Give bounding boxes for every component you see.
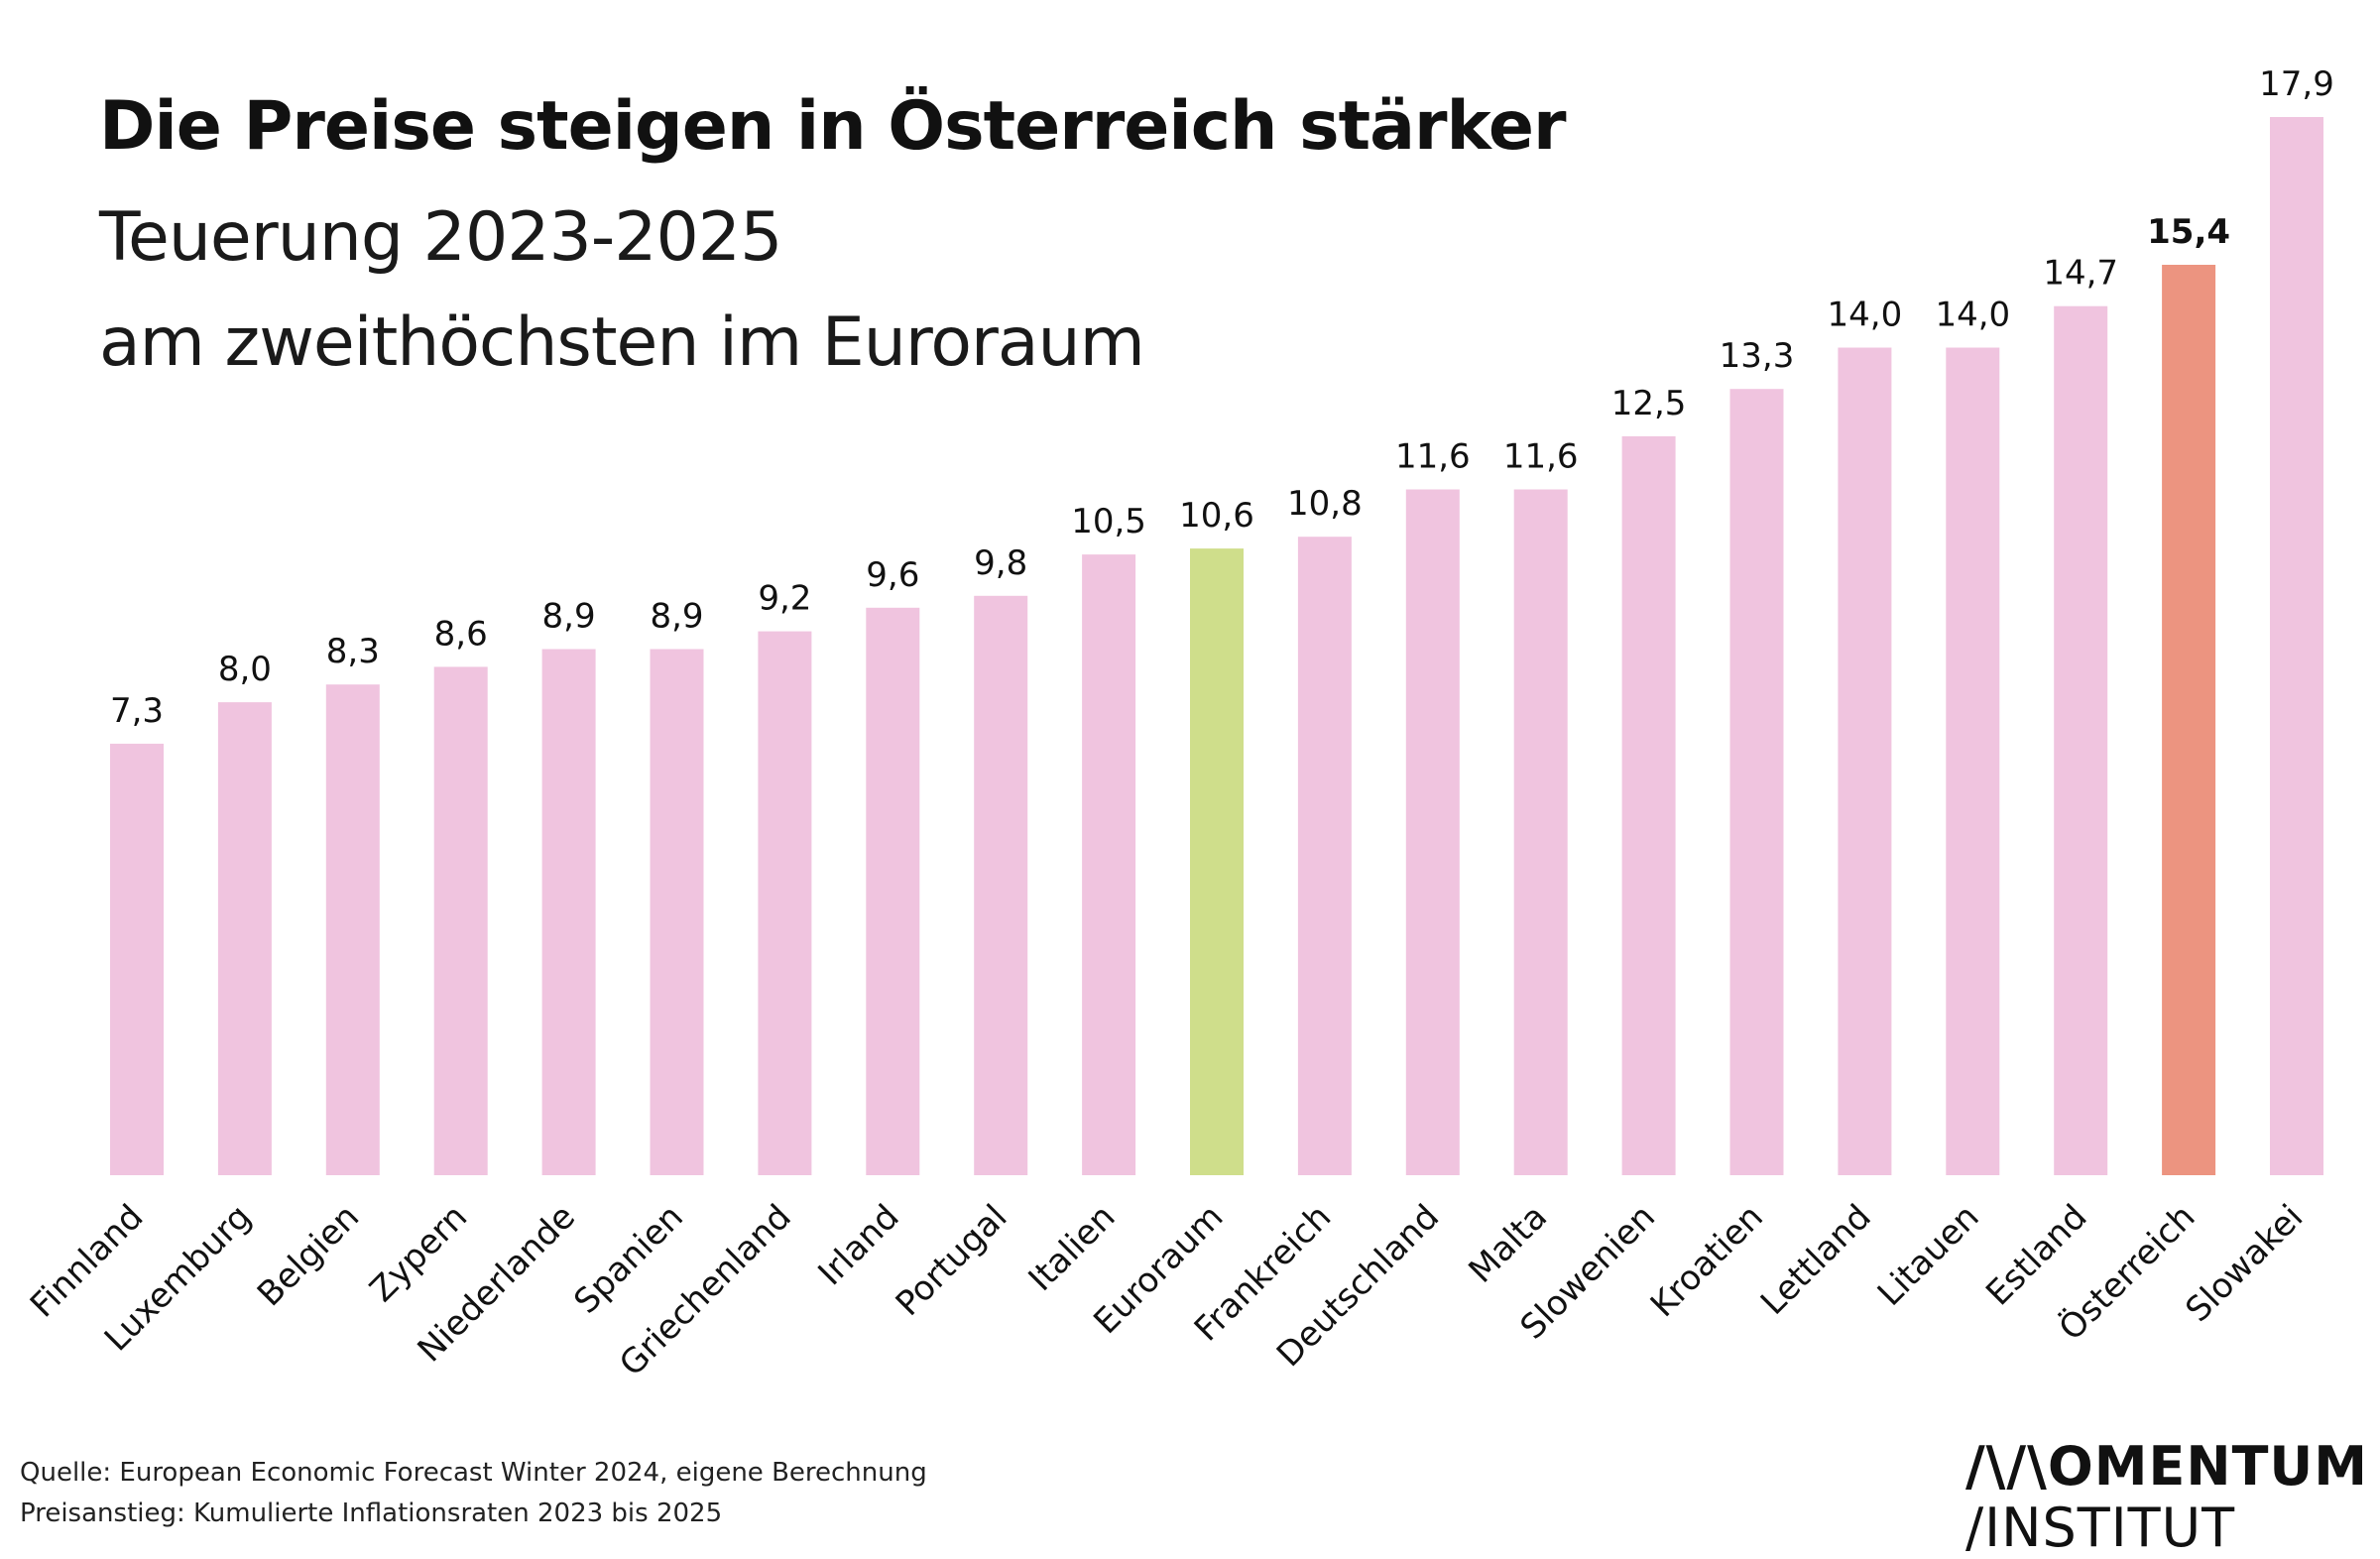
value-label-lettland: 14,0 [1828,296,1903,335]
logo-line-momentum: /\/\OMENTUM [1964,1435,2368,1498]
value-label-irland: 9,6 [866,555,919,595]
bar-luxemburg [217,702,272,1175]
value-label-zypern: 8,6 [434,614,488,654]
category-label-kroatien: Kroatien [1643,1197,1771,1325]
value-label-estland: 14,7 [2043,254,2118,294]
value-label-italien: 10,5 [1071,502,1146,541]
category-label-belgien: Belgien [250,1197,367,1314]
logo-line-institut: /INSTITUT [1964,1497,2236,1559]
bar-oesterreich [2162,265,2216,1175]
bar-slowenien [1621,435,1676,1175]
value-label-luxemburg: 8,0 [218,650,272,689]
bar-finnland [110,743,164,1175]
value-label-frankreich: 10,8 [1287,484,1363,524]
value-label-finnland: 7,3 [110,691,164,731]
bar-lettland [1838,347,1892,1175]
chart-subtitle-line-1: Teuerung 2023-2025 [99,198,782,277]
value-label-kroatien: 13,3 [1720,336,1795,376]
bar-niederlande [541,649,596,1175]
category-label-slowakei: Slowakei [2178,1197,2311,1330]
value-label-slowakei: 17,9 [2259,64,2334,104]
bar-deutschland [1405,489,1460,1175]
value-label-oesterreich: 15,4 [2147,212,2230,252]
category-labels-group: FinnlandLuxemburgBelgienZypernNiederland… [23,1196,2311,1383]
value-label-niederlande: 8,9 [542,597,596,637]
bar-zypern [433,666,488,1175]
value-label-deutschland: 11,6 [1395,437,1471,477]
bar-griechenland [758,631,812,1175]
category-label-litauen: Litauen [1870,1197,1987,1314]
category-label-malta: Malta [1461,1197,1555,1291]
value-label-spanien: 8,9 [650,597,703,637]
bar-estland [2054,305,2108,1175]
value-labels-group: 7,3 8,0 8,3 8,6 8,9 8,9 9,2 9,6 9,8 10,5 10,6 10,8 1… [110,64,2334,731]
value-label-malta: 11,6 [1503,437,1579,477]
chart-title: Die Preise steigen in Österreich stärker [99,87,1567,166]
bar-slowakei [2270,117,2323,1175]
bar-spanien [650,649,704,1175]
momentum-institut-logo: /\/\OMENTUM /INSTITUT [1965,1440,2368,1555]
bars-group [110,117,2323,1175]
chart-subtitle-line-2: am zweithöchsten im Euroraum [99,303,1145,382]
category-label-irland: Irland [810,1197,906,1293]
bar-euroraum [1190,548,1244,1175]
category-label-portugal: Portugal [889,1197,1015,1324]
bar-portugal [974,595,1028,1175]
bar-litauen [1946,347,2000,1175]
bar-irland [866,607,920,1175]
method-note: Preisanstieg: Kumulierte Inflationsraten… [20,1499,723,1528]
bar-malta [1513,489,1568,1175]
value-label-slowenien: 12,5 [1611,384,1687,423]
value-label-belgien: 8,3 [326,632,380,671]
category-label-italien: Italien [1021,1197,1124,1299]
value-label-euroraum: 10,6 [1179,496,1254,536]
value-label-litauen: 14,0 [1935,296,2010,335]
bar-belgien [325,684,380,1175]
bar-kroatien [1729,389,1784,1175]
value-label-portugal: 9,8 [974,543,1027,583]
category-label-lettland: Lettland [1753,1197,1879,1323]
source-note: Quelle: European Economic Forecast Winte… [20,1458,927,1488]
bar-italien [1082,554,1136,1175]
value-label-griechenland: 9,2 [758,579,811,619]
bar-frankreich [1297,537,1352,1175]
